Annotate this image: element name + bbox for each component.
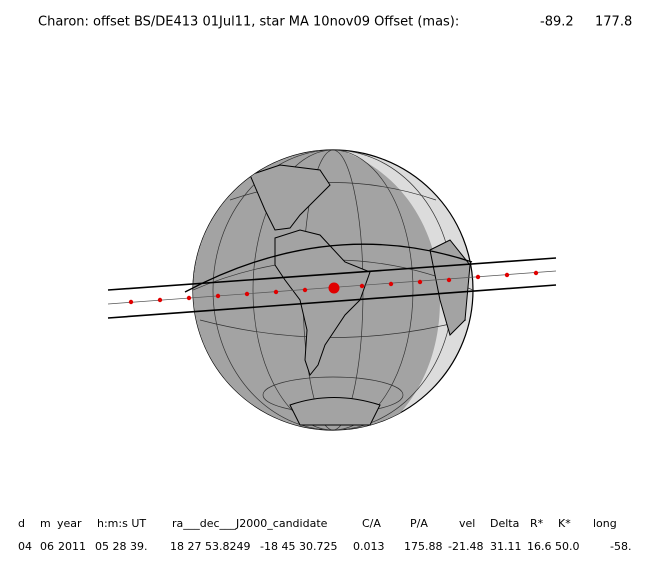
cell: -58. [610,540,631,553]
cell: 16.6 [527,540,552,553]
cell: -21.48 [448,540,483,553]
column-header: Delta [490,517,519,530]
cell: -18 45 30.725 [260,540,337,553]
column-header: P/A [410,517,428,530]
column-header: h:m:s UT [97,517,146,530]
column-header: K* [558,517,571,530]
table-header: d m year h:m:s UT ra___dec___J2000_candidate… [18,517,617,530]
column-header: C/A [362,517,381,530]
column-header: vel [459,517,475,530]
cell: 2011 [58,540,86,553]
cell: 05 28 39. [95,540,147,553]
cell: 175.88 [404,540,443,553]
column-header: year [57,517,82,530]
cell: 04 [18,540,32,553]
cell: 0.013 [353,540,385,553]
title: Charon: offset BS/DE413 01Jul11, star MA… [38,15,459,30]
cell: 18 27 53.8249 [170,540,250,553]
cell: 50.0 [555,540,580,553]
column-header: d [18,517,25,530]
offset-y: 177.8 [595,15,632,30]
cell: 31.11 [490,540,522,553]
column-header: ra___dec___J2000_candidate [172,517,328,530]
column-header: long [593,517,617,530]
column-header: R* [530,517,544,530]
cell: 06 [40,540,54,553]
table-row: 04 06 2011 05 28 39. 18 27 53.8249 -18 45 30.… [18,540,631,553]
shadow-path [107,243,557,319]
column-header: m [40,517,51,530]
offset-x: -89.2 [540,15,574,30]
